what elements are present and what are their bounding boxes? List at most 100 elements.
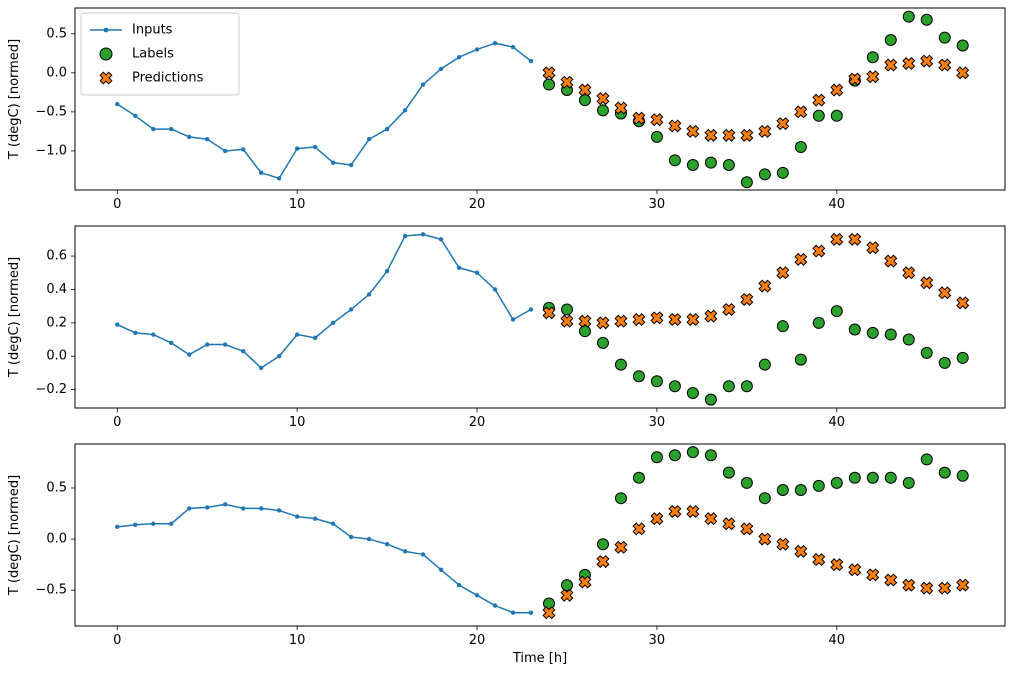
labels-marker [632,370,645,383]
inputs-marker [456,582,462,588]
x-tick-label: 30 [649,197,666,212]
predictions-marker [812,93,826,107]
inputs-marker [205,342,210,347]
inputs-marker [205,505,210,510]
subplot-2: 0 10 20 30 40 0.6 0.4 0.2 0.0 −0.2 [35,225,1006,430]
subplot-3: 0 10 20 30 40 0.5 0.0 −0.5 [35,443,1006,648]
x-tick-label: 30 [649,633,666,648]
predictions-marker [596,92,610,106]
predictions-marker [956,66,970,80]
predictions-marker [704,309,718,323]
inputs-marker [187,352,192,357]
labels-marker [596,336,609,349]
inputs-marker [384,542,390,547]
predictions-marker [956,296,970,310]
labels-marker [884,34,897,47]
inputs-marker [294,146,300,151]
labels-marker [650,130,663,143]
predictions-marker [938,58,952,72]
labels-marker [920,13,933,26]
predictions-marker [686,504,700,518]
y-tick-label: 0.2 [46,315,67,330]
inputs-marker [276,176,282,181]
predictions-marker [722,517,736,531]
labels-marker [740,380,753,393]
legend-label-predictions: Predictions [132,71,204,86]
predictions-marker [668,504,682,518]
labels-marker [866,51,879,64]
legend-entry-labels: Labels [99,47,174,62]
predictions-marker [794,105,808,119]
predictions-marker [650,311,664,325]
inputs-marker [240,349,246,354]
predictions-marker [830,83,844,97]
labels-marker [578,94,591,107]
y-axis-label-subplot-2: T (degC) [normed] [7,257,22,378]
inputs-marker [151,521,156,526]
predictions-marker [632,312,646,327]
inputs-marker [384,268,390,274]
predictions-marker [740,292,754,306]
inputs-marker [492,287,498,292]
predictions-marker [542,66,556,80]
inputs-marker [312,144,318,150]
predictions-x-swatch-icon [99,71,113,85]
y-axis-label-subplot-1: T (degC) [normed] [7,39,22,160]
legend: Inputs Labels Predictions [80,12,240,96]
predictions-marker [902,578,916,592]
inputs-marker [384,126,390,132]
inputs-marker [420,82,426,87]
inputs-marker [223,148,228,154]
labels-marker [902,333,915,346]
y-tick-label: 0.6 [46,249,67,264]
inputs-marker [456,265,462,270]
predictions-marker [614,101,628,115]
inputs-marker [330,320,336,326]
inputs-marker [330,521,336,526]
predictions-marker [596,555,610,569]
inputs-marker [240,147,246,152]
y-tick-label: −0.5 [35,104,67,119]
labels-marker [668,380,681,393]
labels-marker [812,109,825,122]
predictions-marker [776,537,790,551]
predictions-marker [758,532,772,546]
legend-label-labels: Labels [132,47,174,62]
predictions-marker [866,241,880,255]
labels-marker [686,159,699,172]
y-axis-label-subplot-3: T (degC) [normed] [7,475,22,596]
labels-marker [650,451,663,464]
labels-marker [866,471,879,484]
predictions-marker [866,568,880,582]
predictions-marker [794,252,808,266]
predictions-marker [722,302,736,316]
predictions-marker [632,522,646,536]
predictions-marker [938,286,952,300]
predictions-marker [578,314,592,328]
labels-marker [794,484,807,497]
labels-marker [722,380,735,393]
predictions-marker [686,312,700,327]
predictions-marker [650,512,664,526]
inputs-marker [169,521,174,526]
y-tick-label: 0.5 [46,480,67,495]
labels-marker [776,320,789,333]
predictions-marker [578,83,592,97]
labels-marker [812,479,825,492]
inputs-marker [115,524,120,530]
labels-marker [920,453,933,466]
x-tick-label: 40 [829,197,846,212]
labels-marker [704,449,717,462]
inputs-marker [474,47,480,52]
x-tick-label: 10 [289,415,306,430]
inputs-marker [169,340,174,346]
y-tick-label: −0.2 [35,382,67,397]
predictions-marker [596,316,610,330]
labels-marker [938,356,951,369]
labels-marker [668,154,681,167]
predictions-marker [938,581,952,595]
plot-border [74,443,1006,627]
predictions-marker [830,232,844,246]
labels-marker [920,346,933,359]
inputs-marker [366,536,372,542]
